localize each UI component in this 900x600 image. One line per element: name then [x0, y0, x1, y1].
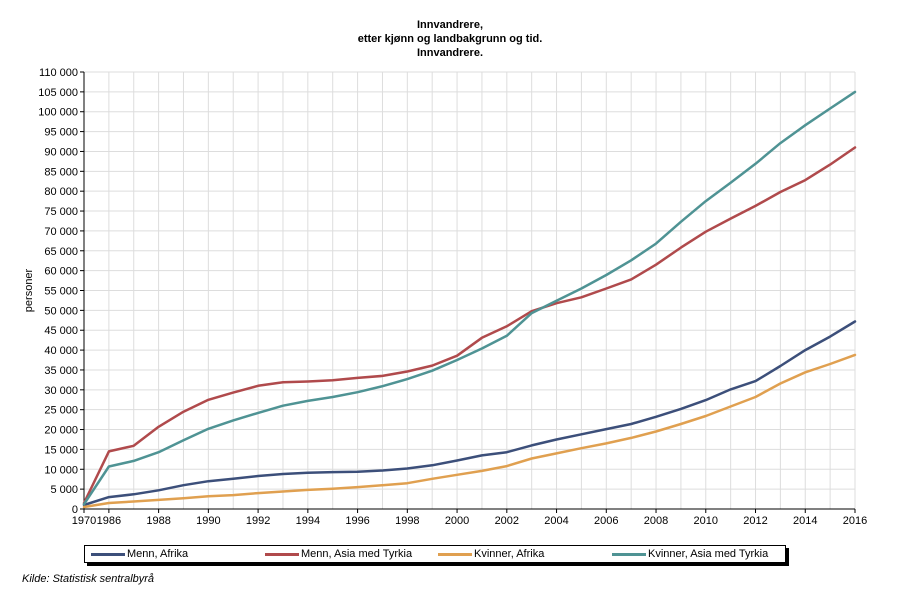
x-tick-label: 1998: [395, 515, 419, 527]
legend-item: Kvinner, Asia med Tyrkia: [612, 547, 768, 561]
x-tick-label: 2014: [793, 515, 817, 527]
x-tick-label: 2008: [644, 515, 668, 527]
y-tick-label: 20 000: [44, 425, 78, 437]
x-tick-label: 1990: [196, 515, 220, 527]
y-tick-label: 10 000: [44, 464, 78, 476]
chart-legend: Menn, Afrika Menn, Asia med Tyrkia Kvinner…: [84, 545, 786, 563]
y-tick-label: 65 000: [44, 246, 78, 258]
y-tick-label: 110 000: [39, 67, 78, 79]
y-tick-label: 15 000: [44, 444, 78, 456]
y-tick-label: 75 000: [44, 206, 78, 218]
y-tick-label: 50 000: [44, 305, 78, 317]
legend-label: Menn, Asia med Tyrkia: [301, 548, 413, 560]
y-tick-label: 100 000: [38, 107, 78, 119]
x-tick-label: 2004: [544, 515, 568, 527]
x-tick-label: 2002: [495, 515, 519, 527]
legend-item: Kvinner, Afrika: [438, 547, 544, 561]
y-tick-label: 90 000: [44, 146, 78, 158]
x-tick-label: 2000: [445, 515, 469, 527]
legend-label: Menn, Afrika: [127, 548, 189, 560]
source-note: Kilde: Statistisk sentralbyrå: [22, 573, 155, 585]
chart-title-line-2: etter kjønn og landbakgrunn og tid.: [357, 33, 543, 45]
chart-title-line-1: Innvandrere,: [416, 19, 484, 31]
y-tick-label: 35 000: [44, 365, 78, 377]
chart-title-line-3: Innvandrere.: [416, 47, 484, 59]
legend-label: Kvinner, Asia med Tyrkia: [648, 548, 769, 560]
y-tick-label: 40 000: [44, 345, 78, 357]
legend-item: Menn, Asia med Tyrkia: [265, 547, 412, 561]
x-tick-label: 1988: [146, 515, 170, 527]
series-line-3: [82, 353, 857, 509]
y-tick-label: 85 000: [44, 166, 78, 178]
y-tick-label: 95 000: [44, 127, 78, 139]
series-line-1: [82, 320, 857, 507]
y-tick-label: 70 000: [44, 226, 78, 238]
y-tick-label: 25 000: [44, 405, 78, 417]
x-tick-label: 2006: [594, 515, 618, 527]
y-tick-label: 30 000: [44, 385, 78, 397]
x-tick-label: 1992: [246, 515, 270, 527]
legend-label: Kvinner, Afrika: [474, 548, 545, 560]
legend-item: Menn, Afrika: [91, 547, 188, 561]
y-axis-label: personer: [23, 268, 35, 312]
y-tick-label: 5 000: [50, 484, 78, 496]
legend-swatch: [91, 552, 125, 556]
x-tick-label: 1970: [72, 515, 96, 527]
legend-swatch: [438, 552, 472, 556]
y-tick-label: 0: [72, 504, 78, 516]
y-tick-label: 80 000: [44, 186, 78, 198]
x-tick-label: 2010: [694, 515, 718, 527]
series-line-2: [82, 146, 857, 505]
series-line-4: [82, 90, 857, 506]
line-chart: 0 5 000 10 000 15 000 20 000 25 000 30 000 35 0…: [23, 67, 867, 527]
y-tick-label: 55 000: [44, 286, 78, 298]
y-tick-label: 45 000: [44, 325, 78, 337]
x-tick-label: 2016: [843, 515, 867, 527]
legend-swatch: [612, 552, 646, 556]
y-tick-label: 105 000: [38, 87, 78, 99]
x-tick-label: 1996: [345, 515, 369, 527]
x-tick-label: 1994: [296, 515, 320, 527]
chart-title: Innvandrere, etter kjønn og landbakgrunn…: [0, 18, 900, 60]
x-tick-label: 2012: [743, 515, 767, 527]
legend-swatch: [265, 552, 299, 556]
x-tick-label: 1986: [97, 515, 121, 527]
y-tick-label: 60 000: [44, 266, 78, 278]
